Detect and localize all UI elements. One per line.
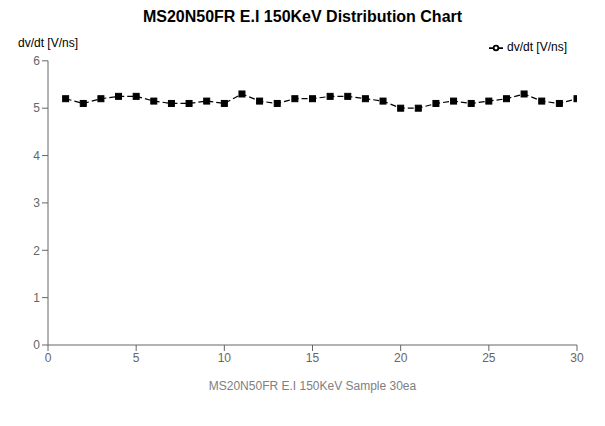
svg-text:1: 1 [33,291,40,305]
svg-text:4: 4 [33,149,40,163]
svg-text:0: 0 [45,351,52,365]
svg-text:10: 10 [218,351,232,365]
svg-text:6: 6 [33,54,40,68]
svg-text:5: 5 [133,351,140,365]
svg-text:5: 5 [33,101,40,115]
html-text:dv/dt [V/ns]: dv/dt [V/ns] [507,40,567,54]
svg-text:15: 15 [306,351,320,365]
svg-text:0: 0 [33,338,40,352]
svg-text:30: 30 [570,351,584,365]
svg-text:2: 2 [33,244,40,258]
svg-text:20: 20 [394,351,408,365]
svg-text:3: 3 [33,196,40,210]
html-text:dv/dt [V/ns]: dv/dt [V/ns] [18,36,78,50]
svg-text:MS20N50FR E.I 150KeV Sample 30: MS20N50FR E.I 150KeV Sample 30ea [209,379,417,393]
html-text:MS20N50FR E.I 150KeV Distribut: MS20N50FR E.I 150KeV Distribution Chart [142,8,463,25]
svg-text:25: 25 [482,351,496,365]
